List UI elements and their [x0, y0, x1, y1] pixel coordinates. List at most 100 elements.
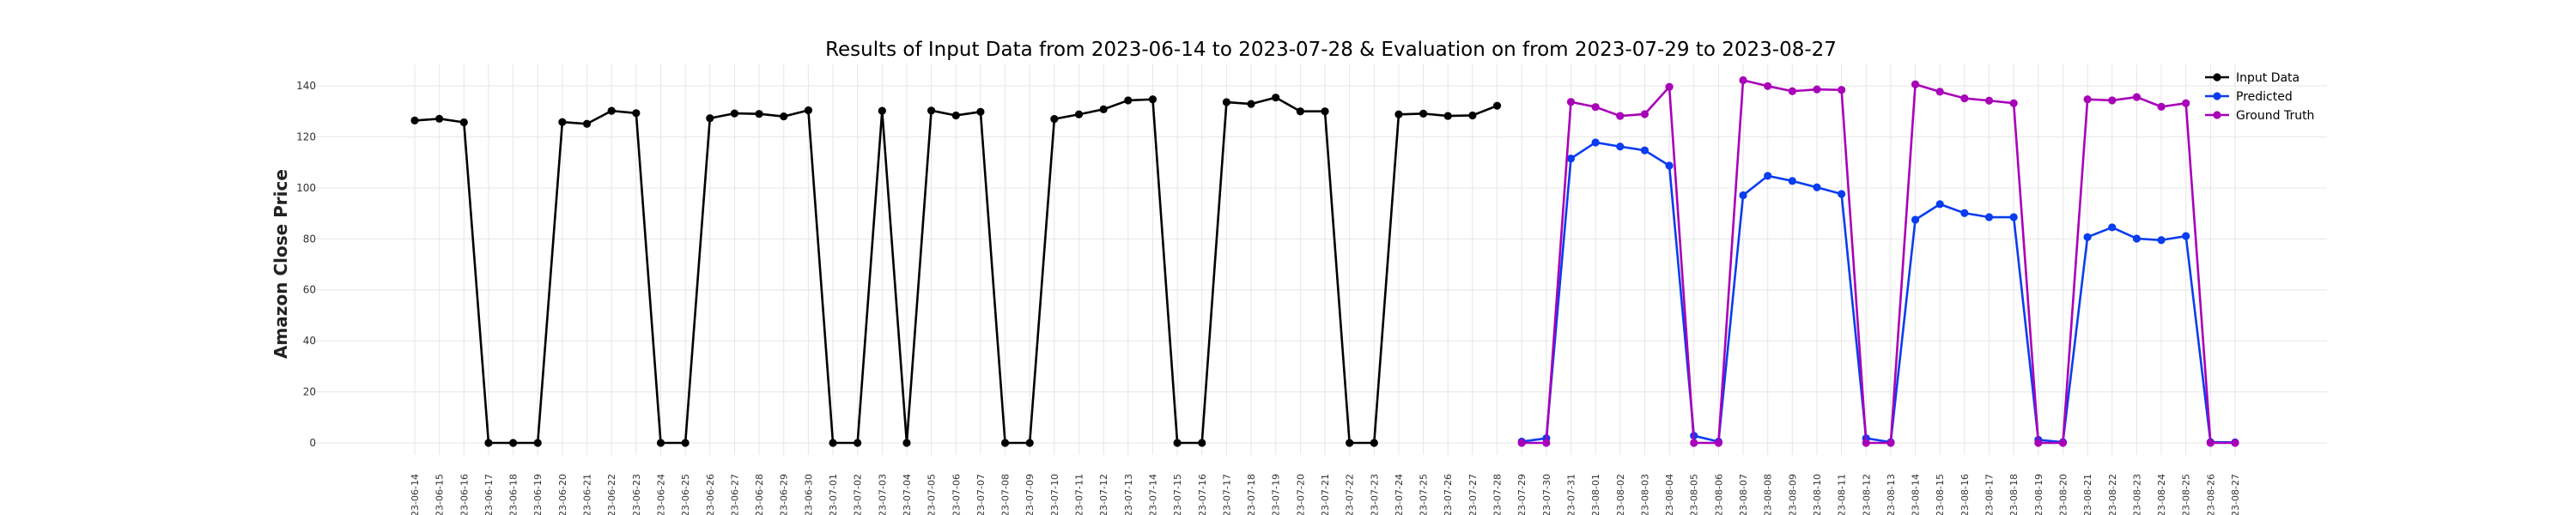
x-tick-label: 2023-07-16	[1197, 474, 1208, 515]
data-point	[1984, 96, 1994, 105]
data-point	[1640, 110, 1649, 118]
data-point	[2108, 96, 2117, 105]
data-point	[706, 114, 714, 123]
data-point	[1566, 98, 1576, 106]
data-point	[558, 118, 567, 126]
data-point	[1714, 439, 1722, 447]
data-point	[1813, 85, 1821, 94]
x-tick-label: 2023-08-15	[1935, 474, 1946, 515]
x-tick-label: 2023-07-03	[877, 474, 888, 515]
data-point	[632, 109, 641, 118]
x-tick-label: 2023-06-28	[754, 474, 765, 515]
x-tick-label: 2023-07-08	[1000, 474, 1012, 515]
y-tick-label: 120	[296, 130, 316, 142]
data-point	[2157, 102, 2166, 111]
data-point	[1074, 110, 1084, 118]
x-tick-label: 2023-07-12	[1098, 474, 1109, 515]
x-tick-label: 2023-06-30	[803, 474, 814, 515]
x-tick-label: 2023-06-14	[410, 474, 421, 515]
legend-label: Predicted	[2236, 90, 2293, 104]
x-tick-label: 2023-06-18	[508, 474, 519, 515]
series-ground-truth	[1517, 76, 2239, 447]
data-point	[1886, 439, 1895, 447]
x-tick-label: 2023-06-26	[705, 474, 716, 515]
x-tick-label: 2023-07-29	[1516, 474, 1528, 515]
data-point	[1764, 172, 1772, 180]
x-tick-label: 2023-06-16	[459, 474, 470, 515]
x-tick-label: 2023-08-12	[1861, 474, 1872, 515]
data-point	[1124, 96, 1133, 105]
x-tick-label: 2023-07-09	[1024, 474, 1036, 515]
data-point	[1296, 107, 1304, 116]
x-tick-label: 2023-07-27	[1467, 474, 1479, 515]
series-predicted	[1517, 138, 2239, 447]
data-point	[1935, 200, 1944, 209]
x-tick-label: 2023-08-02	[1615, 474, 1626, 515]
x-tick-label: 2023-07-30	[1541, 474, 1552, 515]
data-point	[1616, 142, 1625, 151]
y-tick-label: 20	[303, 386, 316, 398]
data-point	[1665, 161, 1674, 170]
data-point	[1000, 439, 1010, 447]
x-tick-label: 2023-08-25	[2181, 474, 2192, 515]
data-point	[1911, 215, 1920, 224]
data-point	[508, 439, 518, 447]
x-tick-label: 2023-08-19	[2033, 474, 2044, 515]
data-point	[1911, 80, 1920, 88]
x-tick-label: 2023-07-05	[927, 474, 938, 515]
x-tick-label: 2023-07-15	[1172, 474, 1183, 515]
data-point	[1935, 88, 1944, 96]
x-tick-label: 2023-07-23	[1369, 474, 1380, 515]
data-point	[1025, 439, 1034, 447]
data-point	[1764, 82, 1772, 90]
x-tick-label: 2023-07-02	[853, 474, 864, 515]
x-tick-label: 2023-08-14	[1911, 474, 1922, 515]
x-tick-label: 2023-07-28	[1492, 474, 1504, 515]
data-point	[1788, 87, 1796, 95]
data-point	[2108, 223, 2117, 232]
y-tick-label: 40	[303, 335, 316, 347]
x-tick-label: 2023-07-20	[1295, 474, 1306, 515]
x-tick-label: 2023-08-27	[2230, 474, 2241, 515]
data-point	[1370, 439, 1378, 447]
data-point	[902, 439, 911, 447]
data-point	[435, 114, 444, 123]
x-tick-label: 2023-07-22	[1345, 474, 1356, 515]
x-tick-label: 2023-07-26	[1443, 474, 1454, 515]
data-point	[1838, 190, 1846, 198]
x-tick-label: 2023-08-23	[2131, 474, 2142, 515]
data-point	[1838, 86, 1846, 94]
data-point	[607, 106, 616, 115]
y-tick-label: 0	[309, 437, 316, 449]
legend-label: Input Data	[2236, 71, 2300, 85]
data-point	[1468, 111, 1477, 120]
data-point	[755, 110, 763, 118]
data-point	[1394, 110, 1403, 118]
grid	[313, 64, 2327, 455]
x-tick-label: 2023-08-11	[1837, 474, 1848, 515]
x-tick-label: 2023-08-17	[1984, 474, 1996, 515]
x-tick-label: 2023-08-13	[1886, 474, 1897, 515]
data-point	[2231, 439, 2239, 447]
data-point	[2157, 236, 2166, 245]
data-point	[2132, 234, 2142, 243]
x-tick-label: 2023-06-17	[483, 474, 495, 515]
data-point	[1321, 107, 1329, 116]
x-tick-label: 2023-08-08	[1763, 474, 1774, 515]
data-point	[2206, 439, 2215, 447]
data-point	[484, 439, 493, 447]
x-tick-label: 2023-08-18	[2008, 474, 2020, 515]
x-tick-label: 2023-08-05	[1689, 474, 1700, 515]
x-tick-label: 2023-07-24	[1394, 474, 1405, 515]
x-tick-label: 2023-08-09	[1787, 474, 1798, 515]
data-point	[804, 106, 812, 115]
data-point	[2083, 95, 2092, 104]
x-tick-label: 2023-06-29	[779, 474, 790, 515]
data-point	[1640, 146, 1649, 154]
data-point	[1517, 439, 1526, 447]
y-axis-ticks: 0 20 40 60 80 100 120 140	[296, 80, 316, 449]
series-line	[1522, 141, 2236, 444]
data-point	[2182, 99, 2190, 107]
data-point	[976, 107, 985, 116]
